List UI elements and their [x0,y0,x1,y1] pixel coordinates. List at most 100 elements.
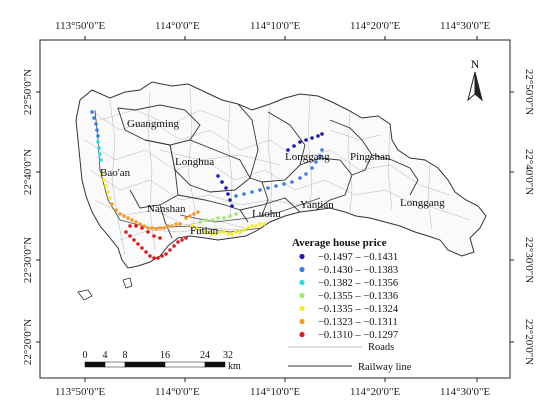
station-point [266,186,270,190]
station-point [168,248,172,252]
station-point [140,226,144,230]
station-point [262,222,266,226]
station-point [164,252,168,256]
station-point [198,228,202,232]
station-point [286,148,290,152]
legend-swatch-4 [299,292,305,299]
station-point [218,230,222,234]
station-point [216,174,220,178]
station-point [156,256,160,260]
scale-tick-16: 16 [160,350,170,361]
station-point [290,180,294,184]
station-point [234,212,238,216]
station-point [102,178,106,182]
lat-label-left-1: 22°50'0"N [22,69,34,115]
station-point [292,144,296,148]
station-point [222,230,226,234]
station-point [140,246,144,250]
station-point [174,222,178,226]
legend-swatch-3 [299,279,305,286]
station-point [204,218,208,222]
railway-lines [94,109,321,233]
district-label-guangming: Guangming [127,118,179,130]
station-point [228,214,232,218]
station-point [136,242,140,246]
lat-label-right-2: 22°40'0"N [523,149,535,195]
legend-railway-label: Railway line [358,362,412,373]
station-point [202,230,206,234]
scale-tick-24: 24 [200,350,210,361]
district-label-baoan: Bao'an [100,167,131,179]
legend-swatch-1 [299,253,305,260]
station-point [196,210,200,214]
station-point [220,180,224,184]
station-point [130,218,134,222]
station-point [154,227,158,231]
station-point [99,158,103,162]
lon-label-bottom-2: 114°0'0"E [155,386,200,398]
island-2 [122,277,133,289]
station-point [250,190,254,194]
top-ticks [36,36,514,382]
station-point [170,224,174,228]
legend-label-5: −0.1335 – −0.1324 [318,304,399,315]
station-point [304,138,308,142]
station-point [274,184,278,188]
station-point [114,208,118,212]
lat-label-left-3: 22°30'0"N [22,237,34,283]
district-label-yantian: Yantian [300,199,334,211]
station-point [134,220,138,224]
station-point [160,254,164,258]
station-point [158,236,162,240]
legend-swatch-2 [299,266,305,273]
legend-label-4: −0.1355 – −0.1336 [318,291,398,302]
station-point [216,216,220,220]
station-point [234,230,238,234]
station-point [298,140,302,144]
legend-label-7: −0.1310 – −0.1297 [318,330,398,341]
legend-title: Average house price [292,237,387,249]
station-point [190,224,194,228]
legend-label-3: −0.1382 – −0.1356 [318,278,398,289]
lon-label-top-5: 114°30'0"E [440,20,490,32]
station-point [146,226,150,230]
station-point [138,222,142,226]
station-point [146,230,150,234]
district-label-longgang-2: Longgang [400,197,445,209]
station-point [192,212,196,216]
station-point [178,222,182,226]
station-point [94,122,98,126]
station-point [106,190,110,194]
station-point [320,148,324,152]
station-point [184,216,188,220]
svg-text:N: N [471,57,480,71]
station-point [132,238,136,242]
station-point [100,172,104,176]
lat-label-left-4: 22°20'0"N [22,319,34,365]
station-point [92,116,96,120]
station-point [254,224,258,228]
legend-label-1: −0.1497 – −0.1431 [318,252,398,263]
lon-label-bottom-5: 114°30'0"E [440,386,490,398]
legend-roads-label: Roads [368,342,394,353]
station-point [96,134,100,138]
lat-label-right-3: 22°30'0"N [523,237,535,283]
legend-swatch-5 [299,305,305,312]
station-point [194,226,198,230]
station-point [90,110,94,114]
station-point [282,182,286,186]
station-point [128,234,132,238]
district-label-futian: Futian [190,225,219,237]
station-point [230,232,234,236]
scale-tick-4: 4 [103,350,108,361]
station-point [258,188,262,192]
station-point [152,256,156,260]
station-point [226,232,230,236]
legend-swatch-6 [299,318,305,325]
scale-unit: km [228,361,241,372]
station-point [258,222,262,226]
legend-label-6: −0.1323 – −0.1311 [318,317,398,328]
station-point [226,192,230,196]
station-point [242,192,246,196]
